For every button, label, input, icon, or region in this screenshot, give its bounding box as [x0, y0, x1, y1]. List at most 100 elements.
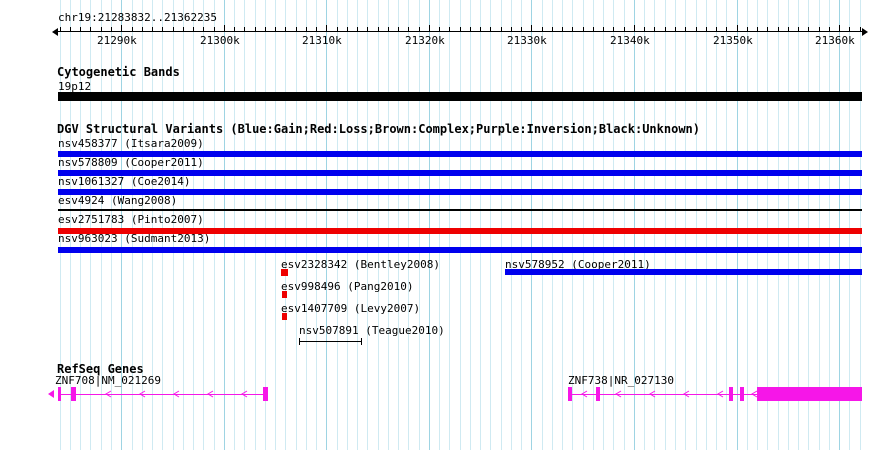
gridline-minor: [778, 0, 779, 450]
ruler-tick-major: [839, 25, 840, 31]
ruler-tick-minor: [316, 27, 317, 31]
cytoband-track-title: Cytogenetic Bands: [57, 65, 180, 79]
ruler-tick-minor: [849, 27, 850, 31]
gridline-minor: [419, 0, 420, 450]
gridline-minor: [716, 0, 717, 450]
gene-intron-line: [58, 394, 268, 395]
gridline-minor: [552, 0, 553, 450]
ruler-tick-minor: [480, 27, 481, 31]
ruler-tick-minor: [460, 27, 461, 31]
cytoband-label: 19p12: [58, 80, 92, 93]
ruler-right-arrow-icon[interactable]: [862, 28, 868, 36]
ruler-tick-minor: [675, 27, 676, 31]
ruler-tick-minor: [347, 27, 348, 31]
gridline-minor: [480, 0, 481, 450]
gridline-minor: [470, 0, 471, 450]
ruler-tick-minor: [696, 27, 697, 31]
gene-strand-chevrons: [581, 390, 758, 398]
ruler-tick-minor: [378, 27, 379, 31]
ruler-tick-major: [326, 25, 327, 31]
gene-strand-arrow-icon: [48, 390, 54, 398]
gridline-major: [839, 0, 840, 450]
gridline-minor: [501, 0, 502, 450]
gene-exon[interactable]: [757, 387, 862, 401]
ruler-tick-label: 21330k: [507, 34, 547, 47]
gridline-major: [224, 0, 225, 450]
gridline-major: [737, 0, 738, 450]
dgv-feature-bar[interactable]: [58, 189, 862, 195]
ruler-tick-minor: [203, 27, 204, 31]
ruler-tick-minor: [624, 27, 625, 31]
ruler-tick-minor: [613, 27, 614, 31]
ruler-tick-minor: [726, 27, 727, 31]
gene-exon[interactable]: [568, 387, 572, 401]
ruler-axis-line: [58, 31, 862, 32]
gridline-minor: [306, 0, 307, 450]
dgv-feature-bar[interactable]: [58, 247, 862, 253]
ruler-tick-major: [737, 25, 738, 31]
ruler-tick-major: [531, 25, 532, 31]
gridline-minor: [490, 0, 491, 450]
gene-exon[interactable]: [596, 387, 600, 401]
ruler-tick-minor: [767, 27, 768, 31]
ruler-tick-minor: [552, 27, 553, 31]
gene-exon[interactable]: [740, 387, 744, 401]
ruler-left-arrow-icon[interactable]: [52, 28, 58, 36]
ruler-tick-minor: [183, 27, 184, 31]
gridline-minor: [542, 0, 543, 450]
ruler-tick-minor: [306, 27, 307, 31]
ruler-tick-label: 21320k: [405, 34, 445, 47]
gridline-minor: [860, 0, 861, 450]
ruler-tick-minor: [388, 27, 389, 31]
ruler-tick-label: 21290k: [97, 34, 137, 47]
dgv-feature-bar[interactable]: [58, 228, 862, 234]
gridline-minor: [234, 0, 235, 450]
dgv-feature-label: esv1407709 (Levy2007): [281, 302, 421, 315]
dgv-feature-bar[interactable]: [505, 269, 862, 275]
dgv-feature-label: nsv963023 (Sudmant2013): [58, 232, 211, 245]
ruler-tick-minor: [357, 27, 358, 31]
ruler-tick-minor: [214, 27, 215, 31]
gene-exon[interactable]: [263, 387, 268, 401]
gridline-minor: [316, 0, 317, 450]
dgv-feature-bar[interactable]: [58, 151, 862, 157]
dgv-feature-label: esv998496 (Pang2010): [281, 280, 414, 293]
gridline-minor: [685, 0, 686, 450]
ruler-tick-minor: [398, 27, 399, 31]
dgv-feature-line[interactable]: [299, 341, 362, 342]
gene-exon[interactable]: [58, 387, 61, 401]
ruler-tick-minor: [439, 27, 440, 31]
gridline-minor: [347, 0, 348, 450]
gene-exon[interactable]: [729, 387, 733, 401]
ruler-tick-minor: [542, 27, 543, 31]
gene-exon[interactable]: [71, 387, 76, 401]
ruler-tick-minor: [80, 27, 81, 31]
ruler-tick-major: [224, 25, 225, 31]
ruler-tick-minor: [819, 27, 820, 31]
dgv-feature-bar[interactable]: [58, 209, 862, 211]
ruler-tick-minor: [162, 27, 163, 31]
locus-label: chr19:21283832..21362235: [58, 11, 217, 24]
dgv-feature-bar[interactable]: [282, 291, 287, 298]
ruler-tick-minor: [470, 27, 471, 31]
ruler-tick-minor: [173, 27, 174, 31]
dgv-feature-bar[interactable]: [58, 170, 862, 176]
ruler-tick-minor: [798, 27, 799, 31]
ruler-tick-minor: [829, 27, 830, 31]
dgv-feature-bar[interactable]: [281, 269, 288, 276]
gridline-minor: [757, 0, 758, 450]
ruler-tick-label: 21350k: [713, 34, 753, 47]
ruler-tick-minor: [501, 27, 502, 31]
cytoband-bar[interactable]: [58, 92, 862, 101]
gridline-minor: [511, 0, 512, 450]
ruler-tick-minor: [593, 27, 594, 31]
gridline-minor: [675, 0, 676, 450]
dgv-feature-endcap: [299, 338, 300, 345]
gridline-minor: [255, 0, 256, 450]
ruler-tick-minor: [788, 27, 789, 31]
dgv-feature-bar[interactable]: [282, 313, 287, 320]
ruler-tick-minor: [757, 27, 758, 31]
ruler-tick-minor: [70, 27, 71, 31]
gridline-minor: [439, 0, 440, 450]
